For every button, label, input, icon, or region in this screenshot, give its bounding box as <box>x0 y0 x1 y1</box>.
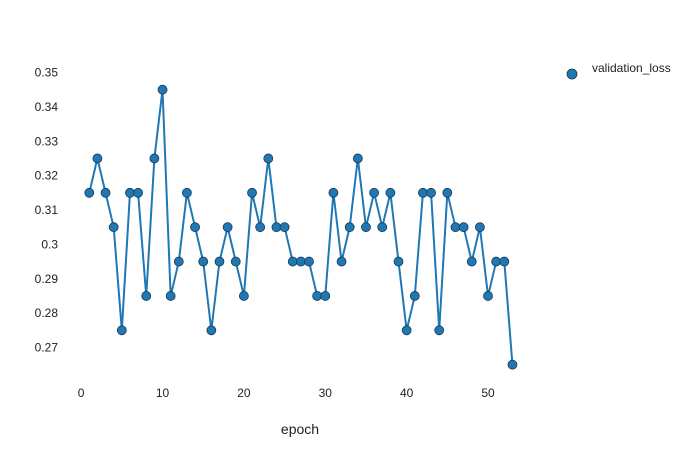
data-point <box>450 222 461 233</box>
y-tick-label: 0.28 <box>35 306 59 320</box>
data-point <box>377 222 388 233</box>
y-tick-label: 0.29 <box>35 272 59 286</box>
legend: validation_loss <box>566 61 671 80</box>
y-tick-label: 0.34 <box>35 100 59 114</box>
data-point <box>385 187 396 198</box>
data-point <box>100 187 111 198</box>
data-point <box>418 187 428 198</box>
data-point <box>466 256 477 267</box>
data-point <box>499 256 510 267</box>
x-tick-label: 30 <box>319 386 333 400</box>
data-point <box>263 153 274 164</box>
data-point <box>361 222 371 233</box>
data-point <box>295 256 306 267</box>
y-tick-label: 0.35 <box>35 66 59 80</box>
data-point <box>352 153 363 164</box>
data-point <box>401 325 412 336</box>
data-point <box>190 222 200 233</box>
data-point <box>198 256 209 267</box>
x-axis-title: epoch <box>281 421 319 437</box>
data-point <box>141 291 152 301</box>
data-point <box>230 256 241 267</box>
data-point <box>222 222 233 233</box>
data-point <box>84 187 95 198</box>
data-point <box>409 291 420 301</box>
legend-marker <box>566 68 578 80</box>
x-axis-ticks: 0 10 20 30 40 50 <box>78 386 495 400</box>
data-point <box>442 187 453 198</box>
x-tick-label: 50 <box>481 386 495 400</box>
data-point <box>483 291 493 301</box>
y-tick-label: 0.31 <box>35 203 59 217</box>
data-point <box>271 222 282 233</box>
series-line <box>88 88 514 365</box>
y-axis-ticks: 0.27 0.28 0.29 0.3 0.31 0.32 0.33 0.34 0.35 <box>35 66 59 355</box>
data-point <box>328 187 339 198</box>
series-layer <box>84 84 518 370</box>
data-point <box>426 187 436 198</box>
y-tick-label: 0.32 <box>35 169 59 183</box>
x-tick-label: 20 <box>237 386 251 400</box>
data-point <box>214 256 225 267</box>
data-point <box>165 291 176 301</box>
data-point <box>336 256 347 267</box>
data-point <box>304 256 314 267</box>
data-point <box>507 359 518 370</box>
x-tick-label: 40 <box>400 386 414 400</box>
data-point <box>182 187 192 198</box>
data-point <box>92 153 103 164</box>
data-point <box>125 187 135 198</box>
data-point <box>149 153 160 164</box>
data-point <box>116 325 127 336</box>
data-point <box>133 187 144 198</box>
data-point <box>108 222 119 233</box>
data-point <box>206 325 217 336</box>
data-point <box>434 325 445 336</box>
data-point <box>173 256 184 267</box>
x-tick-label: 0 <box>78 386 85 400</box>
data-point <box>491 256 502 267</box>
data-point <box>369 187 380 198</box>
data-point <box>247 187 257 198</box>
data-point <box>393 256 404 267</box>
data-point <box>287 256 298 267</box>
data-point <box>312 291 323 301</box>
data-point <box>320 291 331 301</box>
y-tick-label: 0.3 <box>41 237 58 251</box>
data-point <box>458 222 469 233</box>
data-point <box>255 222 266 233</box>
data-point <box>474 222 485 233</box>
data-point <box>157 84 168 95</box>
data-point <box>344 222 355 233</box>
y-tick-label: 0.27 <box>35 341 59 355</box>
y-tick-label: 0.33 <box>35 134 59 148</box>
legend-label: validation_loss <box>592 61 671 75</box>
data-point <box>238 291 249 301</box>
x-tick-label: 10 <box>156 386 170 400</box>
data-point <box>279 222 290 233</box>
